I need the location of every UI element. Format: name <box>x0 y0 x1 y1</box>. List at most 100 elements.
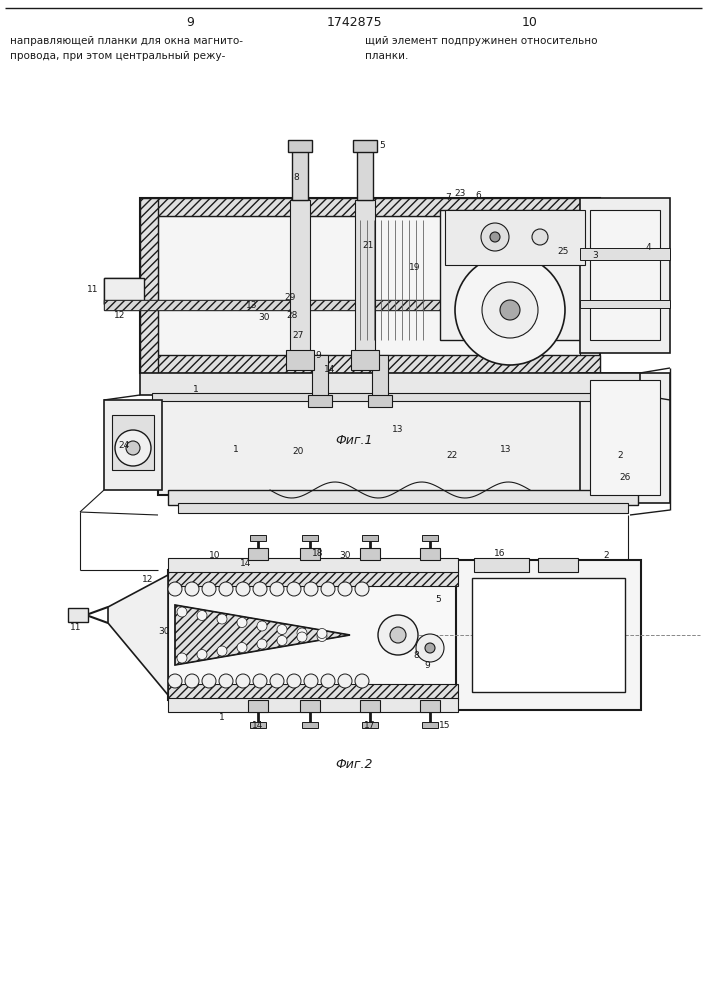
Bar <box>168 698 458 712</box>
Bar <box>456 560 641 710</box>
Text: 8: 8 <box>293 174 299 182</box>
Bar <box>68 608 88 622</box>
Text: 14: 14 <box>325 365 336 374</box>
Bar <box>140 198 158 373</box>
Text: 23: 23 <box>455 190 466 198</box>
Bar <box>292 148 308 200</box>
Circle shape <box>236 674 250 688</box>
Bar <box>104 400 162 490</box>
Circle shape <box>338 674 352 688</box>
Bar <box>140 373 640 395</box>
Circle shape <box>237 643 247 652</box>
Circle shape <box>482 282 538 338</box>
Polygon shape <box>108 575 168 695</box>
Circle shape <box>416 634 444 662</box>
Bar <box>112 415 154 470</box>
Text: 1742875: 1742875 <box>326 15 382 28</box>
Bar <box>104 300 564 310</box>
Circle shape <box>185 674 199 688</box>
Text: 15: 15 <box>439 722 451 730</box>
Bar <box>178 503 628 513</box>
Circle shape <box>277 624 287 635</box>
Bar <box>104 278 144 304</box>
Text: 11: 11 <box>70 624 82 633</box>
Bar <box>140 198 600 216</box>
Circle shape <box>304 674 318 688</box>
Text: 4: 4 <box>645 243 651 252</box>
Circle shape <box>390 627 406 643</box>
Text: 29: 29 <box>284 294 296 302</box>
Circle shape <box>297 628 307 638</box>
Circle shape <box>425 643 435 653</box>
Circle shape <box>177 653 187 663</box>
Text: 13: 13 <box>501 446 512 454</box>
Text: 13: 13 <box>246 300 258 310</box>
Text: 18: 18 <box>312 548 324 558</box>
Bar <box>308 395 332 407</box>
Text: 14: 14 <box>240 560 252 568</box>
Bar <box>357 148 373 200</box>
Text: 6: 6 <box>475 190 481 200</box>
Bar <box>440 210 585 340</box>
Circle shape <box>236 582 250 596</box>
Text: провода, при этом центральный режу-: провода, при этом центральный режу- <box>10 51 226 61</box>
Text: 14: 14 <box>252 722 264 730</box>
Circle shape <box>277 636 287 646</box>
Text: 10: 10 <box>209 552 221 560</box>
Text: 16: 16 <box>494 548 506 558</box>
Bar <box>422 535 438 541</box>
Text: 30: 30 <box>258 314 270 322</box>
Circle shape <box>253 674 267 688</box>
Bar <box>250 535 266 541</box>
Text: 9: 9 <box>424 660 430 670</box>
Bar <box>312 355 328 405</box>
Bar <box>250 722 266 728</box>
Circle shape <box>126 441 140 455</box>
Circle shape <box>297 632 307 642</box>
Text: 20: 20 <box>292 448 304 456</box>
Text: 27: 27 <box>292 330 304 340</box>
Text: 22: 22 <box>446 450 457 460</box>
Circle shape <box>270 582 284 596</box>
Circle shape <box>287 674 301 688</box>
Circle shape <box>355 674 369 688</box>
Text: 17: 17 <box>364 722 375 730</box>
Circle shape <box>317 629 327 639</box>
Text: 1: 1 <box>193 385 199 394</box>
Circle shape <box>270 674 284 688</box>
Circle shape <box>177 607 187 617</box>
Bar <box>580 300 670 308</box>
Bar <box>420 548 440 560</box>
Bar <box>286 350 314 370</box>
Text: 5: 5 <box>435 595 441 604</box>
Text: 7: 7 <box>445 192 451 202</box>
Text: 9: 9 <box>315 351 321 360</box>
Circle shape <box>202 582 216 596</box>
Bar <box>580 373 670 503</box>
Text: 9: 9 <box>186 15 194 28</box>
Circle shape <box>197 650 207 660</box>
Text: 11: 11 <box>87 286 99 294</box>
Circle shape <box>490 232 500 242</box>
Bar <box>152 393 640 401</box>
Circle shape <box>287 582 301 596</box>
Bar <box>372 355 388 405</box>
Bar <box>362 535 378 541</box>
Text: 1: 1 <box>219 714 225 722</box>
Bar <box>590 210 660 340</box>
Bar <box>580 198 670 353</box>
Bar <box>360 548 380 560</box>
Text: 19: 19 <box>409 263 421 272</box>
Circle shape <box>500 300 520 320</box>
Circle shape <box>219 582 233 596</box>
Circle shape <box>378 615 418 655</box>
Text: щий элемент подпружинен относительно: щий элемент подпружинен относительно <box>365 36 597 46</box>
Bar <box>590 380 660 495</box>
Text: направляющей планки для окна магнито-: направляющей планки для окна магнито- <box>10 36 243 46</box>
Text: 28: 28 <box>286 310 298 320</box>
Bar <box>300 700 320 712</box>
Circle shape <box>304 582 318 596</box>
Text: 24: 24 <box>118 440 129 450</box>
Circle shape <box>168 674 182 688</box>
Circle shape <box>455 255 565 365</box>
